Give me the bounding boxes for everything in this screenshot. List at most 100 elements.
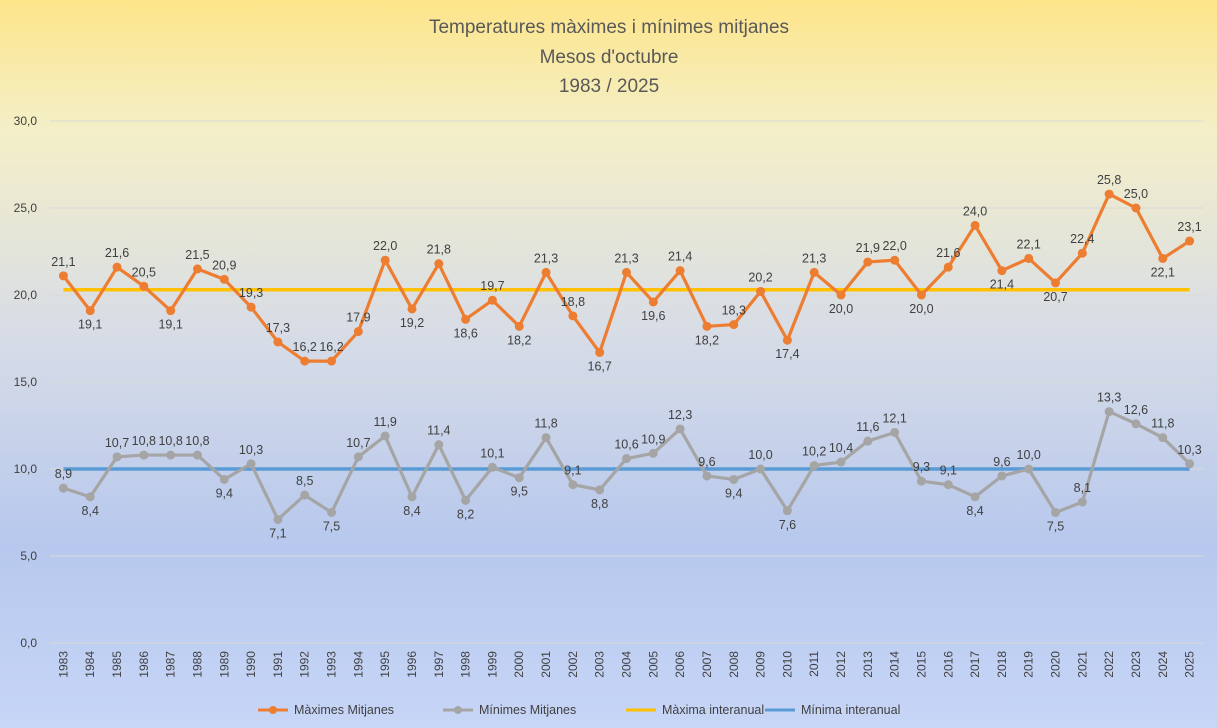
data-label-màximes-mitjanes: 21,8: [427, 243, 451, 257]
data-point-màximes-mitjanes: [514, 321, 524, 331]
data-label-màximes-mitjanes: 20,9: [212, 258, 236, 272]
data-point-màximes-mitjanes: [702, 321, 712, 331]
x-tick-label: 2017: [968, 651, 982, 678]
data-label-màximes-mitjanes: 22,1: [1017, 237, 1041, 251]
x-tick-label: 2018: [995, 651, 1009, 678]
x-tick-label: 2016: [941, 651, 955, 678]
data-label-màximes-mitjanes: 21,3: [614, 251, 638, 265]
data-label-màximes-mitjanes: 20,2: [748, 271, 772, 285]
x-tick-label: 2013: [861, 651, 875, 678]
data-label-màximes-mitjanes: 19,1: [78, 318, 102, 332]
data-point-mínimes-mitjanes: [1077, 497, 1087, 507]
data-point-màximes-mitjanes: [943, 262, 953, 272]
data-point-màximes-mitjanes: [85, 306, 95, 316]
data-label-mínimes-mitjanes: 7,1: [269, 526, 286, 540]
data-label-mínimes-mitjanes: 9,4: [725, 486, 742, 500]
data-point-màximes-mitjanes: [1077, 248, 1087, 258]
data-point-mínimes-mitjanes: [863, 436, 873, 446]
data-label-mínimes-mitjanes: 9,1: [564, 464, 581, 478]
data-label-màximes-mitjanes: 20,7: [1043, 290, 1067, 304]
y-tick-label: 10,0: [14, 462, 38, 476]
data-label-mínimes-mitjanes: 9,4: [216, 486, 233, 500]
x-tick-label: 1992: [298, 651, 312, 678]
data-point-mínimes-mitjanes: [595, 485, 605, 495]
data-point-màximes-mitjanes: [1104, 189, 1114, 199]
data-label-màximes-mitjanes: 18,2: [507, 333, 531, 347]
x-tick-label: 1985: [110, 651, 124, 678]
data-point-màximes-mitjanes: [246, 302, 256, 312]
data-point-mínimes-mitjanes: [327, 508, 337, 517]
data-point-màximes-mitjanes: [809, 267, 819, 277]
data-point-màximes-mitjanes: [1051, 278, 1061, 288]
data-label-mínimes-mitjanes: 8,4: [403, 504, 420, 518]
data-label-mínimes-mitjanes: 10,6: [614, 438, 638, 452]
legend-marker-màximes-mitjanes: [269, 706, 277, 714]
y-tick-label: 0,0: [20, 636, 37, 650]
data-point-màximes-mitjanes: [327, 356, 337, 366]
data-label-màximes-mitjanes: 21,1: [51, 255, 75, 269]
data-label-mínimes-mitjanes: 12,1: [882, 411, 906, 425]
x-tick-label: 2006: [673, 651, 687, 678]
x-tick-label: 2015: [914, 651, 928, 678]
data-point-màximes-mitjanes: [112, 262, 122, 272]
data-point-màximes-mitjanes: [1024, 253, 1034, 263]
data-label-mínimes-mitjanes: 10,8: [132, 434, 156, 448]
x-tick-label: 1990: [244, 651, 258, 678]
data-label-màximes-mitjanes: 22,1: [1151, 265, 1175, 279]
data-point-màximes-mitjanes: [300, 356, 310, 366]
chart-title-line-1: Temperatures màximes i mínimes mitjanes: [429, 17, 789, 38]
data-label-màximes-mitjanes: 19,7: [480, 279, 504, 293]
data-label-màximes-mitjanes: 21,4: [668, 250, 692, 264]
data-point-mínimes-mitjanes: [461, 495, 471, 505]
x-tick-label: 1999: [485, 651, 499, 678]
data-label-mínimes-mitjanes: 8,4: [82, 504, 99, 518]
y-tick-label: 30,0: [14, 114, 38, 128]
data-point-màximes-mitjanes: [1158, 253, 1168, 263]
x-tick-label: 1987: [164, 651, 178, 678]
x-tick-label: 2024: [1156, 651, 1170, 678]
x-tick-label: 2007: [700, 651, 714, 678]
x-tick-label: 1998: [459, 651, 473, 678]
data-point-mínimes-mitjanes: [541, 433, 551, 443]
y-tick-label: 15,0: [14, 375, 38, 389]
data-label-màximes-mitjanes: 21,6: [936, 246, 960, 260]
data-label-màximes-mitjanes: 20,5: [132, 265, 156, 279]
data-point-màximes-mitjanes: [622, 267, 631, 277]
data-point-màximes-mitjanes: [407, 304, 417, 314]
data-point-màximes-mitjanes: [863, 257, 873, 267]
data-point-mínimes-mitjanes: [1131, 419, 1141, 429]
x-tick-label: 1996: [405, 651, 419, 678]
data-point-màximes-mitjanes: [461, 314, 471, 324]
x-tick-label: 1989: [217, 651, 231, 678]
data-point-mínimes-mitjanes: [246, 459, 256, 469]
data-point-màximes-mitjanes: [58, 271, 68, 281]
data-label-màximes-mitjanes: 16,7: [588, 359, 612, 373]
data-label-màximes-mitjanes: 23,1: [1177, 220, 1201, 234]
data-point-mínimes-mitjanes: [756, 464, 766, 474]
x-tick-label: 2012: [834, 651, 848, 678]
data-label-màximes-mitjanes: 17,4: [775, 347, 799, 361]
x-tick-label: 1997: [432, 651, 446, 678]
data-point-mínimes-mitjanes: [58, 483, 68, 493]
x-tick-label: 2023: [1129, 651, 1143, 678]
data-label-màximes-mitjanes: 16,2: [293, 340, 317, 354]
data-label-màximes-mitjanes: 17,3: [266, 321, 290, 335]
data-label-màximes-mitjanes: 22,0: [373, 239, 397, 253]
chart-title-line-2: Mesos d'octubre: [540, 47, 679, 68]
data-label-mínimes-mitjanes: 7,6: [779, 518, 796, 532]
data-label-mínimes-mitjanes: 12,6: [1124, 403, 1148, 417]
data-point-mínimes-mitjanes: [1051, 508, 1061, 517]
data-label-mínimes-mitjanes: 10,4: [829, 441, 853, 455]
x-tick-label: 2004: [620, 651, 634, 678]
data-point-màximes-mitjanes: [916, 290, 926, 300]
data-point-mínimes-mitjanes: [702, 471, 712, 481]
data-point-mínimes-mitjanes: [782, 506, 792, 516]
data-point-màximes-mitjanes: [219, 274, 229, 284]
data-point-mínimes-mitjanes: [1024, 464, 1034, 474]
data-point-mínimes-mitjanes: [514, 473, 524, 483]
data-label-màximes-mitjanes: 21,3: [802, 251, 826, 265]
data-label-màximes-mitjanes: 19,3: [239, 286, 263, 300]
chart-title-line-3: 1983 / 2025: [559, 76, 659, 97]
